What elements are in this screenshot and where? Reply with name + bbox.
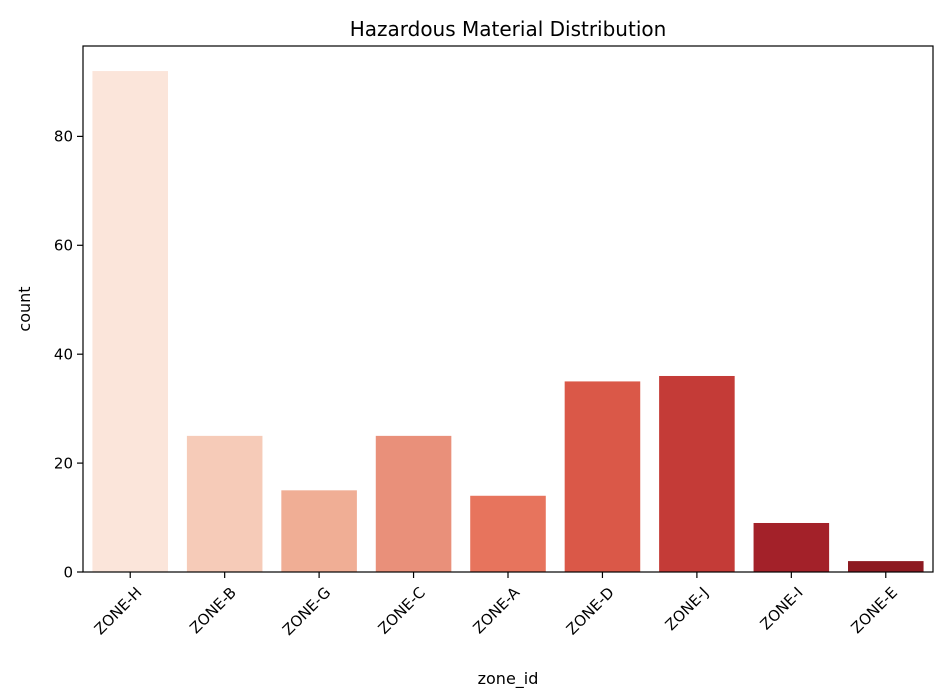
bar-zone-j — [659, 375, 735, 572]
bar-zone-h — [92, 71, 168, 573]
x-tick-label: ZONE-E — [848, 584, 902, 638]
bar-zone-b — [186, 435, 263, 572]
bars-group — [92, 71, 924, 573]
x-tick-label: ZONE-H — [91, 584, 146, 639]
x-tick-label: ZONE-D — [563, 584, 618, 639]
x-axis-ticks: ZONE-H ZONE-B ZONE-G ZONE-C ZONE-A ZONE-D ZONE… — [91, 572, 901, 639]
x-tick-label: ZONE-G — [279, 584, 334, 639]
x-tick-label: ZONE-J — [662, 584, 713, 635]
bar-zone-e — [848, 561, 924, 572]
x-axis-label: zone_id — [478, 669, 539, 689]
x-tick-label: ZONE-C — [375, 584, 429, 638]
x-tick-label: ZONE-B — [186, 584, 240, 638]
y-axis-ticks: 0 20 40 60 80 — [54, 128, 83, 581]
chart-title: Hazardous Material Distribution — [350, 17, 667, 41]
plot-frame — [82, 45, 934, 573]
y-tick-label: 20 — [54, 454, 73, 472]
y-tick-label: 60 — [54, 237, 73, 255]
bar-zone-i — [753, 522, 830, 572]
x-tick-label: ZONE-A — [469, 583, 523, 637]
y-axis-label: count — [15, 286, 34, 331]
bar-zone-c — [375, 435, 452, 572]
y-tick-label: 80 — [54, 128, 73, 146]
x-tick-label: ZONE-I — [757, 584, 807, 634]
bar-zone-g — [281, 490, 357, 572]
bar-zone-a — [470, 495, 546, 572]
y-tick-label: 0 — [63, 563, 73, 581]
bar-zone-d — [564, 381, 641, 572]
y-tick-label: 40 — [54, 345, 73, 363]
